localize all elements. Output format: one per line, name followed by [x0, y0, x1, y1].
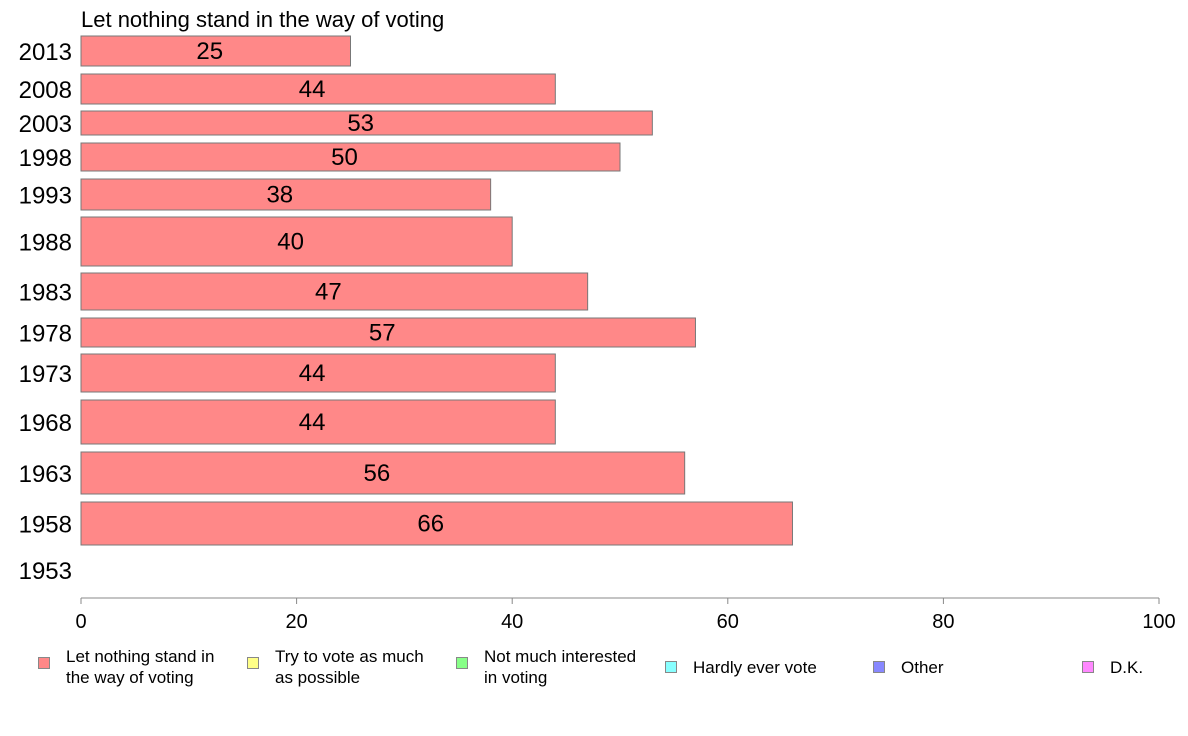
chart-title: Let nothing stand in the way of voting [81, 7, 444, 32]
legend-label: Try to vote as much as possible [275, 647, 424, 687]
y-tick-label: 1973 [19, 361, 72, 388]
bar-value-label: 38 [266, 182, 293, 209]
bar [80, 110, 653, 136]
bar-value-label: 56 [363, 460, 390, 487]
bar-value-label: 44 [299, 409, 326, 436]
legend-item: Hardly ever vote [665, 646, 863, 678]
legend-label: Not much interested in voting [484, 647, 637, 687]
bar [80, 216, 513, 267]
y-tick-label: 2003 [19, 111, 72, 138]
legend-swatch [873, 661, 885, 673]
bar-value-label: 66 [417, 511, 444, 538]
y-tick-label: 1993 [19, 183, 72, 210]
x-tick-label: 100 [1142, 611, 1175, 633]
y-tick-label: 1968 [19, 410, 72, 437]
x-tick-label: 20 [285, 611, 307, 633]
bar-value-label: 25 [196, 38, 223, 65]
bar-value-label: 44 [299, 360, 326, 387]
legend-swatch [665, 661, 677, 673]
legend-item: Other [873, 646, 1071, 678]
legend-label: D.K. [1110, 658, 1144, 677]
legend-label: Let nothing stand in the way of voting [66, 647, 215, 687]
x-tick-label: 40 [501, 611, 523, 633]
bar-value-label: 40 [277, 229, 304, 256]
bar-value-label: 44 [299, 76, 326, 103]
bar [80, 73, 556, 105]
x-tick-label: 80 [932, 611, 954, 633]
bar [80, 451, 686, 495]
y-tick-label: 1953 [19, 558, 72, 585]
bar [80, 501, 793, 546]
legend-item: D.K. [1082, 646, 1188, 678]
y-tick-label: 1983 [19, 280, 72, 307]
legend-item: Try to vote as much as possible [247, 646, 445, 688]
y-tick-label: 2008 [19, 77, 72, 104]
bar [80, 353, 556, 393]
bar-value-label: 50 [331, 144, 358, 171]
legend-swatch [247, 657, 259, 669]
y-tick-label: 2013 [19, 39, 72, 66]
x-axis: 0 20 40 60 80 100 [75, 597, 1176, 633]
x-tick-label: 0 [75, 611, 86, 633]
legend-swatch [38, 657, 50, 669]
bar [80, 35, 351, 67]
legend-item: Not much interested in voting [456, 646, 654, 688]
legend-label: Hardly ever vote [693, 658, 817, 677]
legend-swatch [1082, 661, 1094, 673]
bar [80, 142, 621, 172]
legend-swatch [456, 657, 468, 669]
x-tick-label: 60 [717, 611, 739, 633]
bar-value-label: 47 [315, 279, 342, 306]
bar [80, 272, 589, 311]
bar [80, 317, 696, 348]
legend-item: Let nothing stand in the way of voting [38, 646, 236, 688]
bar-value-label: 53 [347, 110, 374, 137]
legend: Let nothing stand in the way of voting Tr… [0, 646, 1188, 706]
legend-label: Other [901, 658, 944, 677]
y-tick-label: 1958 [19, 512, 72, 539]
y-tick-label: 1998 [19, 145, 72, 172]
y-tick-label: 1988 [19, 230, 72, 257]
bar [80, 178, 492, 211]
y-tick-label: 1978 [19, 321, 72, 348]
y-tick-label: 1963 [19, 461, 72, 488]
bar-value-label: 57 [369, 320, 396, 347]
bars-group: 2013 25 2008 44 2003 53 1998 50 1993 38 1988 40 1983… [19, 35, 793, 585]
bar [80, 399, 556, 445]
